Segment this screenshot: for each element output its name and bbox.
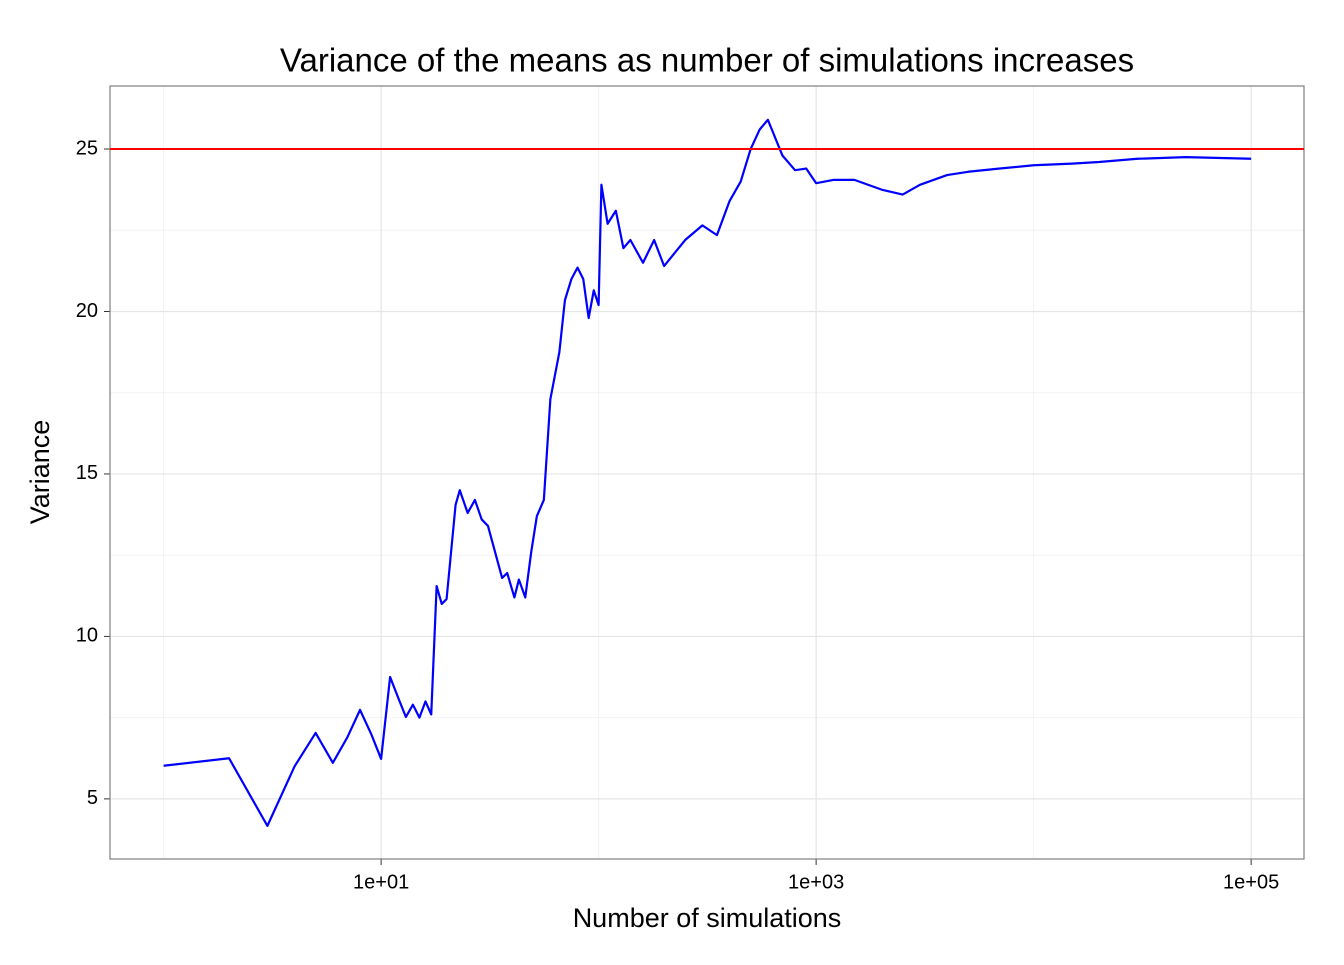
x-tick-label: 1e+05 (1223, 871, 1279, 893)
y-axis-label: Variance (25, 420, 55, 525)
y-tick-label: 25 (76, 137, 98, 159)
y-tick-label: 15 (76, 462, 98, 484)
x-axis-label: Number of simulations (573, 903, 842, 933)
chart-title: Variance of the means as number of simul… (280, 42, 1134, 79)
data-line (163, 118, 1252, 827)
y-tick-label: 5 (87, 787, 98, 809)
y-tick-label: 20 (76, 300, 98, 322)
x-tick-label: 1e+01 (353, 871, 409, 893)
x-tick-label: 1e+03 (788, 871, 844, 893)
y-tick-label: 10 (76, 625, 98, 647)
plot-border (109, 85, 1305, 860)
